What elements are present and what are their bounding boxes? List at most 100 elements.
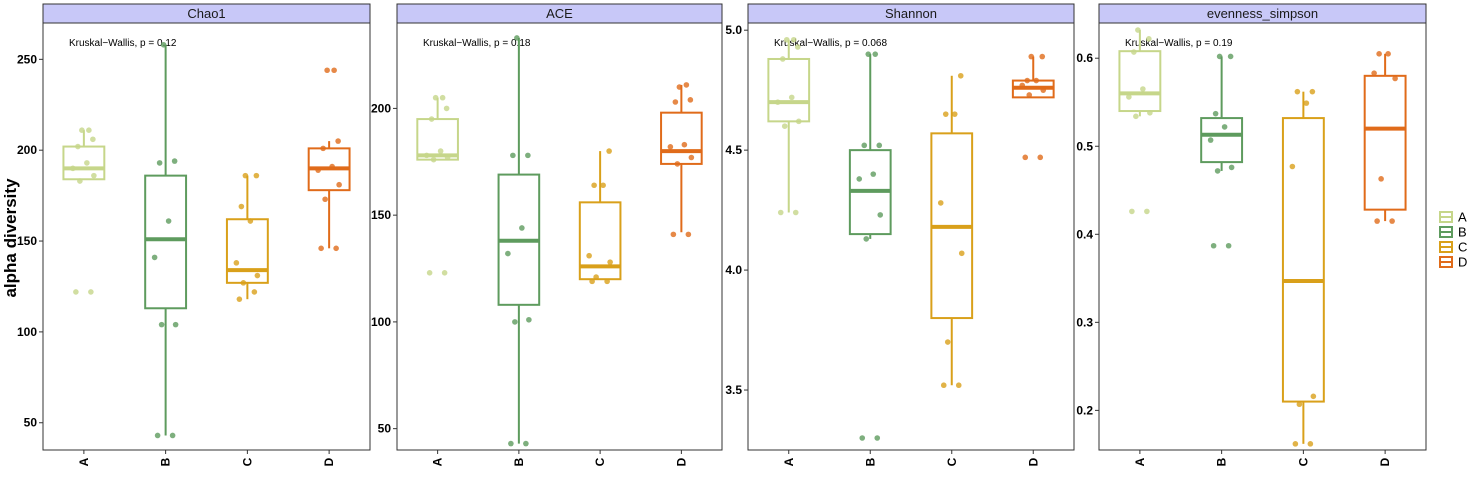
y-tick-label: 0.6 <box>1076 51 1093 65</box>
y-tick-label: 100 <box>371 315 391 329</box>
data-point <box>792 209 799 216</box>
data-point <box>1221 124 1228 130</box>
data-point <box>86 127 92 134</box>
data-point <box>322 196 328 203</box>
data-point <box>510 152 516 159</box>
data-point <box>604 278 610 285</box>
x-tick-label: D <box>322 457 336 466</box>
data-point <box>863 236 870 242</box>
data-point <box>1039 53 1046 60</box>
data-point <box>77 178 83 184</box>
data-point <box>428 116 435 122</box>
data-point <box>426 269 433 276</box>
plot-area <box>42 22 371 451</box>
data-point <box>1147 110 1153 116</box>
data-point <box>73 289 79 295</box>
data-point <box>165 218 172 224</box>
group-D <box>660 82 703 238</box>
data-point <box>586 252 592 259</box>
data-point <box>1037 154 1044 161</box>
box <box>767 57 811 123</box>
test-label: Kruskal−Wallis, p = 0.19 <box>1125 38 1233 49</box>
data-point <box>88 289 94 295</box>
data-point <box>1026 92 1033 98</box>
data-point <box>156 160 163 166</box>
group-B <box>1200 53 1244 249</box>
y-tick-label: 4.5 <box>725 143 742 157</box>
data-point <box>958 250 965 257</box>
data-point <box>519 225 525 231</box>
box <box>660 111 703 165</box>
data-point <box>247 218 254 224</box>
panel-1: ACE 50 100 150 200 A B C D Kruskal−Wallis, p = 0.… <box>371 3 723 466</box>
data-point <box>315 167 321 173</box>
y-tick-label: 3.5 <box>725 383 742 397</box>
data-point <box>160 42 167 48</box>
data-point <box>877 212 884 218</box>
data-point <box>1133 113 1139 120</box>
y-tick-label: 200 <box>17 143 37 157</box>
data-point <box>1378 176 1384 182</box>
x-tick-label: D <box>1026 457 1040 466</box>
data-point <box>607 259 613 265</box>
data-point <box>667 144 674 150</box>
data-point <box>423 152 430 159</box>
data-point <box>169 432 176 439</box>
y-tick-label: 250 <box>17 52 37 66</box>
data-point <box>1216 53 1223 60</box>
data-point <box>1022 154 1029 161</box>
data-point <box>523 440 529 447</box>
group-D <box>1363 51 1407 224</box>
data-point <box>794 44 801 50</box>
data-point <box>1212 110 1219 117</box>
x-tick-label: C <box>1296 457 1310 466</box>
x-tick-label: A <box>431 457 445 466</box>
data-point <box>437 148 444 154</box>
data-point <box>1210 242 1217 249</box>
group-B <box>144 42 188 439</box>
data-point <box>1129 208 1135 215</box>
strip-title: Shannon <box>885 6 937 21</box>
test-label: Kruskal−Wallis, p = 0.12 <box>69 38 177 49</box>
data-point <box>1140 86 1146 92</box>
data-point <box>1033 77 1040 84</box>
data-point <box>1126 94 1132 100</box>
y-tick-label: 150 <box>371 208 391 222</box>
data-point <box>1207 137 1214 143</box>
group-C <box>578 148 622 285</box>
box <box>1281 117 1325 403</box>
data-point <box>1376 51 1382 57</box>
data-point <box>951 111 958 117</box>
x-tick-label: A <box>1133 457 1147 466</box>
data-point <box>233 260 240 266</box>
data-point <box>1227 53 1234 60</box>
data-point <box>1144 208 1150 215</box>
data-point <box>172 321 179 328</box>
box <box>62 145 106 181</box>
data-point <box>788 94 795 101</box>
legend-item-C: C <box>1439 240 1467 255</box>
data-point <box>957 72 964 79</box>
data-point <box>430 156 437 163</box>
y-tick-label: 150 <box>17 234 37 248</box>
y-tick-label: 200 <box>371 101 391 115</box>
data-point <box>242 172 249 179</box>
legend-label: C <box>1458 240 1467 255</box>
box <box>1200 117 1244 164</box>
data-point <box>1307 441 1314 447</box>
strip-title: Chao1 <box>187 6 225 21</box>
data-point <box>1292 441 1299 447</box>
data-point <box>783 36 790 43</box>
box <box>1118 50 1162 113</box>
data-point <box>876 142 883 149</box>
x-tick-label: C <box>593 457 607 466</box>
legend-item-B: B <box>1439 225 1467 240</box>
data-point <box>1310 393 1317 400</box>
data-point <box>154 432 161 439</box>
data-point <box>158 321 165 328</box>
group-B <box>497 35 541 447</box>
data-point <box>1146 36 1152 42</box>
data-point <box>955 382 962 389</box>
data-point <box>236 296 243 302</box>
data-point <box>443 105 450 112</box>
